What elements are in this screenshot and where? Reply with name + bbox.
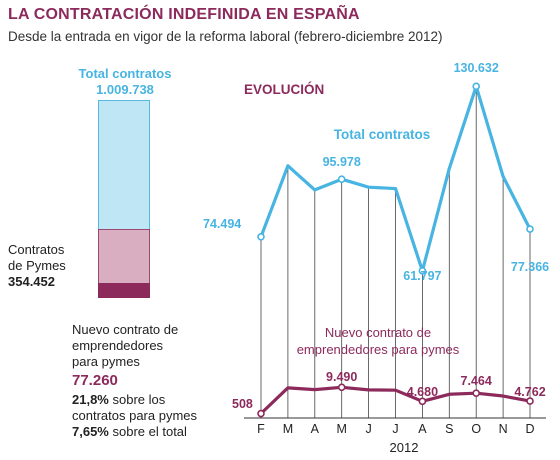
x-tick-label: M: [336, 422, 346, 436]
chart-series-lines: [259, 84, 532, 415]
data-label-total: 95.978: [323, 155, 361, 169]
pymes-label-line-2: de Pymes: [8, 258, 66, 273]
point-emprendedores: [418, 397, 427, 406]
emp-value: 77.260: [72, 372, 118, 389]
emp-label-line-1: Nuevo contrato de: [72, 322, 179, 337]
data-label-emprendedores: 4.680: [407, 385, 438, 399]
pymes-label: Contratos de Pymes 354.452: [8, 242, 66, 290]
emp-pct-total-line: 7,65% sobre el total: [72, 424, 197, 440]
x-tick-label: J: [392, 422, 398, 436]
chart-labels: 74.494 95.978 61.797 130.632 77.366 508 9.490 4…: [203, 61, 549, 436]
series-label-total: Total contratos: [334, 127, 431, 142]
x-tick-label: M: [283, 422, 293, 436]
emp-pct-pymes-line-2: contratos para pymes: [72, 408, 198, 423]
x-axis-title: 2012: [390, 440, 419, 455]
chart-title: EVOLUCIÓN: [244, 82, 324, 97]
point-total: [257, 232, 265, 241]
pymes-value: 354.452: [8, 274, 55, 289]
point-emprendedores: [337, 383, 346, 392]
point-emprendedores: [472, 389, 481, 398]
data-label-total: 61.797: [403, 269, 441, 283]
emp-pct-pymes-number: 21,8%: [72, 392, 109, 407]
x-tick-label: F: [257, 422, 265, 436]
data-label-total: 74.494: [203, 217, 241, 231]
x-tick-label: J: [365, 422, 371, 436]
point-total: [418, 267, 427, 275]
emp-label-line-2: emprendedores: [72, 338, 164, 353]
x-tick-label: A: [418, 422, 427, 436]
stack-total-text: Total contratos: [78, 66, 172, 81]
x-tick-label: N: [499, 422, 508, 436]
emprendedores-block: Nuevo contrato de emprendedores para pym…: [72, 322, 197, 440]
point-total: [472, 82, 481, 91]
emp-pct-pymes-text: sobre los: [108, 392, 166, 407]
point-total: [526, 225, 534, 233]
emp-pct-total-number: 7,65%: [72, 424, 109, 439]
emp-pct-total-text: sobre el total: [108, 424, 187, 439]
emp-pct-pymes-line-1: 21,8% sobre los: [72, 392, 197, 408]
data-label-emprendedores: 508: [232, 397, 253, 411]
data-label-total: 77.366: [511, 260, 549, 274]
data-label-emprendedores: 4.762: [514, 385, 545, 399]
chart-guide-lines: [260, 86, 531, 418]
stack-total-label: Total contratos 1.009.738: [72, 66, 178, 98]
pymes-label-line-1: Contratos: [8, 242, 65, 257]
x-tick-label: S: [445, 422, 453, 436]
point-emprendedores: [526, 397, 534, 405]
stack-total-value: 1.009.738: [96, 82, 154, 97]
series-line-emprendedores: [259, 385, 531, 415]
series-line-total: [259, 84, 532, 273]
point-emprendedores: [257, 409, 265, 418]
page-subtitle: Desde la entrada en vigor de la reforma …: [8, 29, 443, 44]
stack-bar-pymes: [98, 229, 150, 284]
data-label-emprendedores: 7.464: [461, 374, 492, 388]
emp-label-line-3: para pymes: [72, 354, 140, 369]
series-label-emprendedores-line-1: Nuevo contrato de: [325, 325, 431, 340]
stack-bar-emprendedores: [98, 283, 150, 298]
x-tick-label: O: [471, 422, 481, 436]
x-tick-label: D: [525, 422, 534, 436]
point-total: [337, 175, 346, 184]
x-tick-label: A: [311, 422, 320, 436]
page-title: LA CONTRATACIÓN INDEFINIDA EN ESPAÑA: [8, 6, 360, 23]
series-label-emprendedores-line-2: emprendedores para pymes: [297, 342, 460, 357]
data-label-emprendedores: 9.490: [326, 370, 357, 384]
chart-points: [257, 82, 534, 418]
data-label-total: 130.632: [454, 61, 499, 75]
stack-bar-total: [98, 100, 150, 230]
